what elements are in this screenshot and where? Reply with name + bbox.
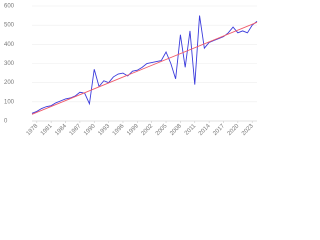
y-tick-label: 200 — [4, 80, 15, 86]
x-tick-label: 2008 — [169, 123, 183, 137]
x-tick-label: 1996 — [112, 123, 126, 137]
x-tick-label: 2017 — [212, 123, 226, 137]
x-tick-label: 1978 — [26, 123, 40, 137]
y-tick-label: 500 — [4, 23, 15, 29]
x-tick-label: 2011 — [184, 123, 198, 137]
x-tick-label: 1993 — [97, 123, 111, 137]
y-tick-label: 100 — [4, 99, 15, 105]
data-line — [31, 21, 258, 115]
y-tick-label: 0 — [4, 119, 8, 125]
x-tick-label: 1987 — [69, 123, 83, 137]
x-tick-label: 2023 — [241, 123, 255, 137]
x-tick-label: 1981 — [40, 123, 54, 137]
x-tick-label: 2014 — [198, 123, 212, 137]
x-tick-label: 2020 — [227, 123, 241, 137]
x-tick-label: 2002 — [141, 123, 155, 137]
data-line — [31, 15, 258, 114]
y-tick-label: 600 — [4, 4, 15, 10]
y-tick-label: 400 — [4, 42, 15, 48]
y-tick-label: 300 — [4, 61, 15, 67]
x-tick-label: 1990 — [83, 123, 97, 137]
x-tick-label: 1984 — [54, 123, 68, 137]
x-tick-label: 2005 — [155, 123, 169, 137]
x-tick-label: 1999 — [126, 123, 140, 137]
